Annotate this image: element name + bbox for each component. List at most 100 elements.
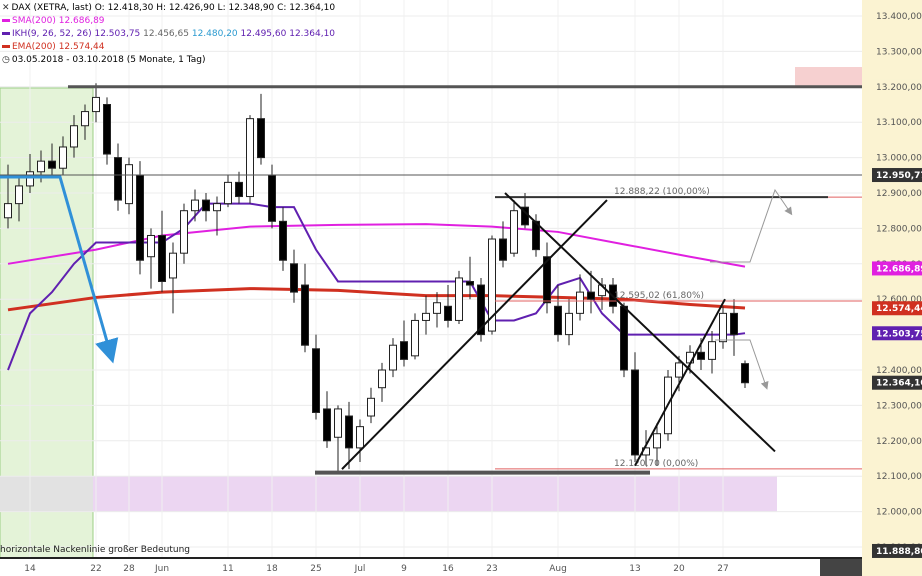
price-tag-label: 12.364,10 (876, 379, 922, 389)
candle-down (290, 263, 298, 293)
sma-value: 12.686,89 (58, 16, 105, 26)
period-range: 03.05.2018 - 03.10.2018 (5 Monate, 1 Tag… (11, 55, 206, 65)
drawing-layer: 12.888,22 (100,00%) 12.595,02 (61,80%) 12.… (0, 85, 862, 475)
price-tag: 12.574,44 (872, 301, 922, 316)
candle-up (389, 344, 397, 371)
candle-up (92, 96, 100, 113)
candle-down (477, 284, 485, 336)
x-tick-label: Jun (154, 564, 169, 574)
candle-down (48, 160, 56, 169)
price-tag: 13.200,00 (872, 79, 922, 94)
candle-down (345, 415, 353, 449)
candle-down (235, 181, 243, 198)
ema-label: EMA(200) (12, 42, 56, 52)
price-tag-bg (872, 79, 922, 94)
clock-icon: ◷ (2, 55, 10, 65)
candle-up (4, 203, 12, 219)
candle-down (400, 341, 408, 360)
legend-row-ikh[interactable]: IKH(9, 26, 52, 26) 12.503,75 12.456,65 1… (2, 28, 335, 41)
candle-up (59, 146, 67, 169)
sma-line (7, 223, 746, 268)
legend-row-main: ✕ DAX (XETRA, last) O: 12.418,30 H: 12.42… (2, 2, 335, 15)
close-icon[interactable]: ✕ (2, 3, 10, 13)
axis-background (862, 0, 922, 576)
ikh-line (7, 202, 746, 371)
x-tick-label: 18 (266, 564, 278, 574)
sma-swatch (2, 19, 10, 22)
grey-arrow-up (710, 188, 793, 263)
grey-support-band (0, 476, 93, 512)
y-tick-label: 13.400,00 (876, 12, 922, 22)
chart-legend: ✕ DAX (XETRA, last) O: 12.418,30 H: 12.42… (2, 2, 335, 67)
candle-up (334, 408, 342, 438)
candle-down (554, 305, 562, 336)
ikh-value-1: 12.503,75 (94, 29, 141, 39)
price-tag-bg (872, 375, 922, 390)
candle-up (224, 181, 232, 205)
candle-up (565, 312, 573, 336)
ikh-value-4: 12.495,60 (240, 29, 287, 39)
axis-layer: 11.900,0012.000,0012.100,0012.200,0012.3… (0, 12, 922, 574)
price-tag: 12.950,77 (872, 168, 922, 183)
candle-down (268, 174, 276, 222)
candle-up (367, 397, 375, 417)
candle-layer (4, 83, 749, 473)
ikh-value-5: 12.364,10 (289, 29, 336, 39)
x-tick-label: 22 (90, 564, 101, 574)
legend-row-period: ◷ 03.05.2018 - 03.10.2018 (5 Monate, 1 Ta… (2, 54, 335, 67)
candle-up (147, 234, 155, 258)
candle-down (730, 312, 738, 336)
candle-up (125, 164, 133, 205)
candle-up (26, 171, 34, 187)
sma-label: SMA(200) (12, 16, 56, 26)
ohlc-values: O: 12.418,30 H: 12.426,90 L: 12.348,90 C… (94, 3, 336, 13)
price-tag: 11.888,80 (872, 543, 922, 558)
candle-up (15, 185, 23, 205)
price-tag: 12.364,10 (872, 375, 922, 390)
price-tag-bg (872, 168, 922, 183)
x-tick-label: Aug (549, 564, 567, 574)
candle-down (697, 351, 705, 360)
trendline-up (341, 199, 608, 470)
x-tick-label: 28 (123, 564, 135, 574)
y-tick-label: 12.100,00 (876, 472, 922, 482)
candle-down (301, 284, 309, 346)
price-tag: 12.686,89 (872, 261, 922, 276)
y-tick-label: 13.100,00 (876, 118, 922, 128)
y-tick-label: 12.600,00 (876, 295, 922, 305)
x-tick-label: 20 (673, 564, 685, 574)
candle-down (257, 118, 265, 159)
x-tick-label: 14 (24, 564, 36, 574)
candle-down (312, 348, 320, 413)
candle-up (576, 291, 584, 314)
y-tick-label: 12.200,00 (876, 437, 922, 447)
neckline-note: horizontale Nackenlinie großer Bedeutung (0, 545, 191, 555)
ikh-swatch (2, 32, 10, 35)
price-tag-bg (872, 261, 922, 276)
scroll-handle (820, 558, 862, 576)
candle-down (499, 238, 507, 261)
candle-up (675, 362, 683, 378)
ema-swatch (2, 45, 10, 48)
x-tick-label: 25 (310, 564, 321, 574)
legend-row-ema[interactable]: EMA(200) 12.574,44 (2, 41, 335, 54)
candle-down (158, 234, 166, 282)
fib-annotation: 12.595,02 (61,80%) (614, 291, 704, 301)
candle-up (378, 369, 386, 389)
candle-down (620, 305, 628, 371)
fib-annotation: 12.120,70 (0,00%) (614, 459, 698, 469)
x-tick-label: 23 (486, 564, 497, 574)
legend-row-sma[interactable]: SMA(200) 12.686,89 (2, 15, 335, 28)
candle-up (488, 238, 496, 332)
ikh-label: IKH(9, 26, 52, 26) (12, 29, 92, 39)
price-tag-bg (872, 301, 922, 316)
candle-down (279, 220, 287, 261)
x-tick-label: 9 (401, 564, 407, 574)
candle-down (136, 174, 144, 261)
price-tag-bg (872, 543, 922, 558)
price-tag-label: 12.950,77 (876, 171, 922, 181)
candle-up (433, 302, 441, 314)
instrument-name: DAX (XETRA, last) (11, 3, 92, 13)
candle-up (356, 426, 364, 449)
